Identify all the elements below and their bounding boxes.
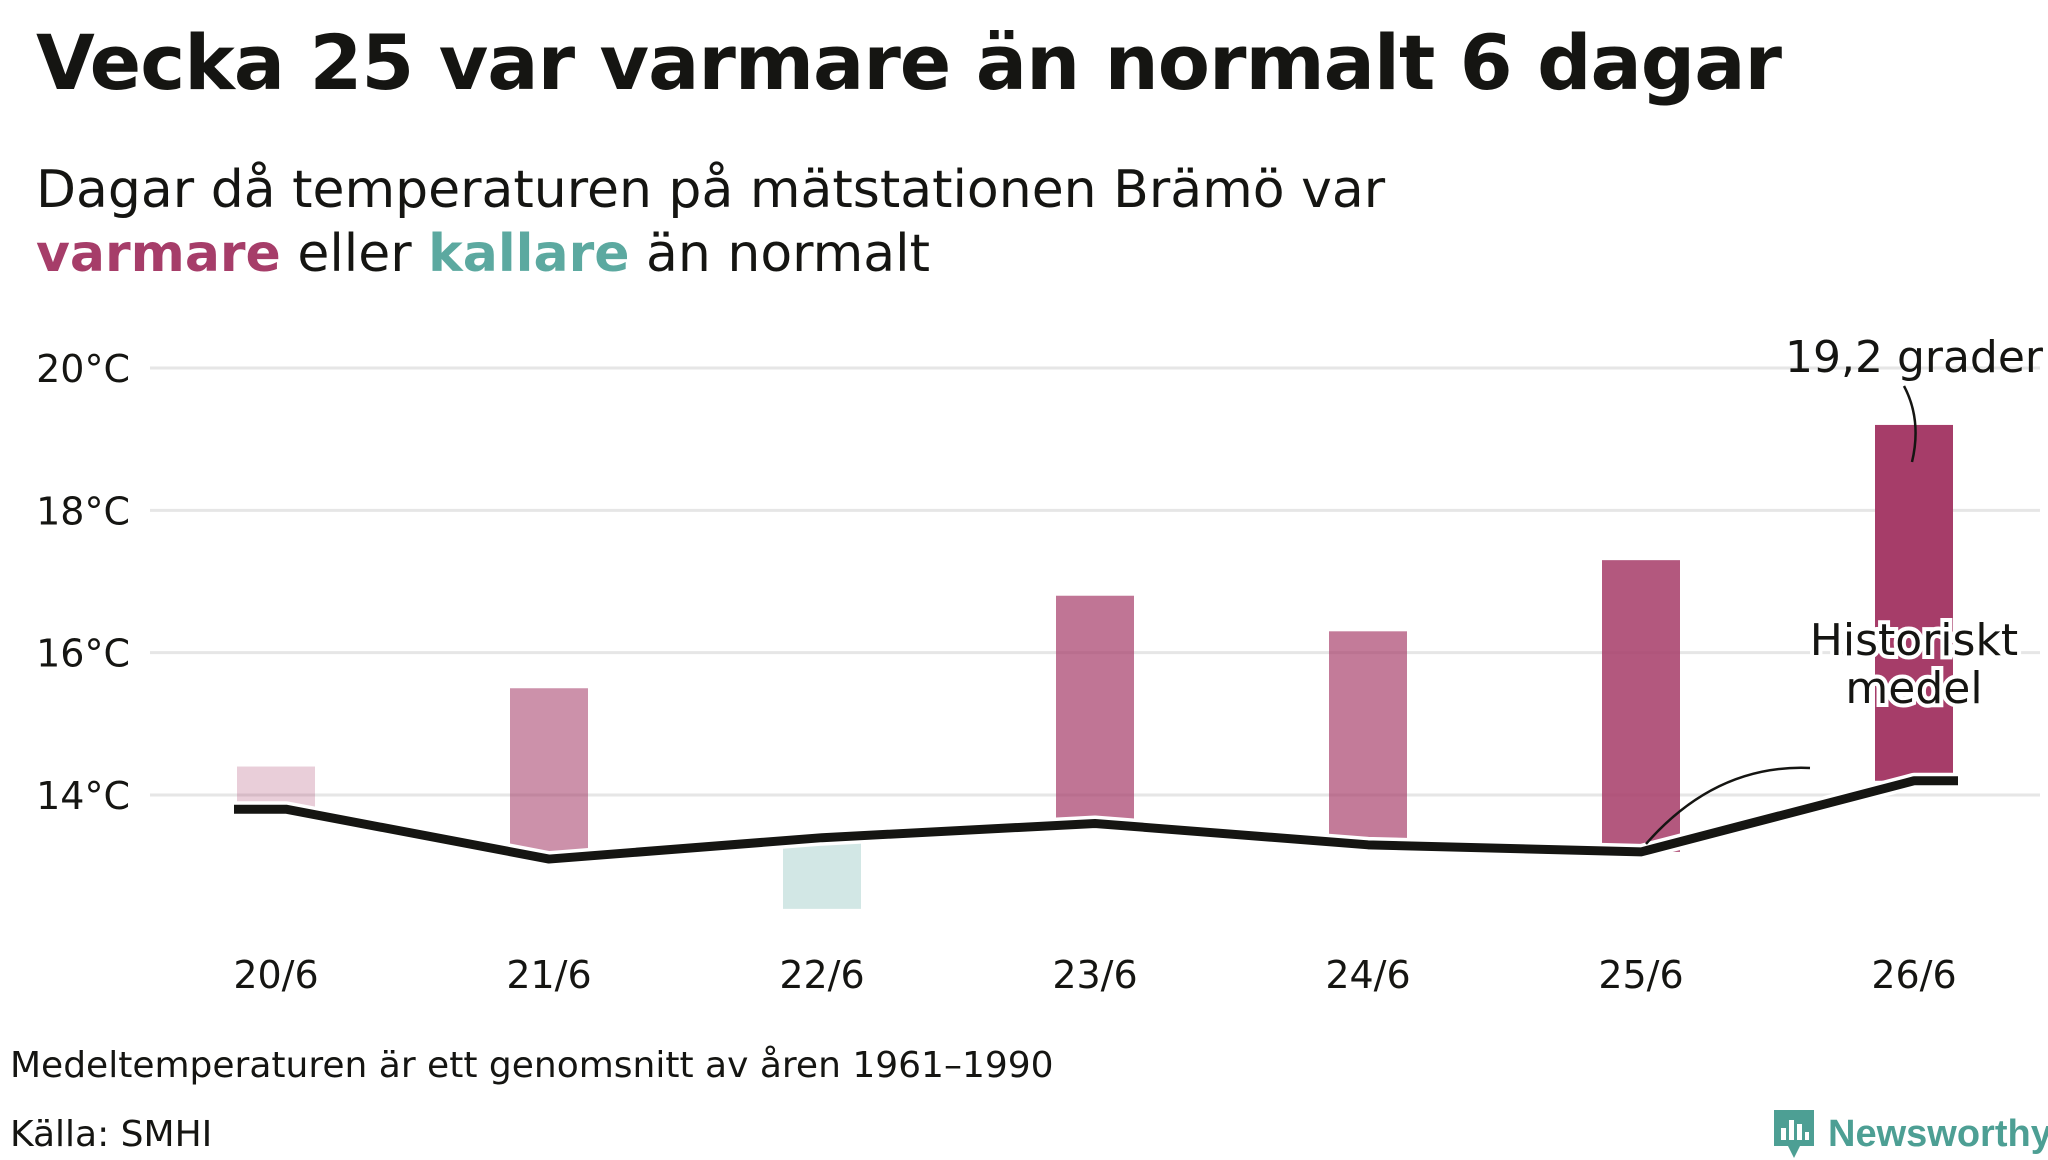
legend-warm-word: varmare: [36, 224, 281, 284]
x-axis-ticks: 20/6 21/6 22/6 23/6 24/6 25/6 26/6: [233, 953, 1956, 997]
y-tick-label: 14°C: [36, 774, 130, 818]
y-tick-label: 16°C: [36, 632, 130, 676]
subtitle-mid-text: eller: [280, 224, 429, 284]
max-value-leader: [1902, 385, 1917, 463]
bar-warm: [1056, 595, 1134, 824]
mean-label-leader: [1645, 766, 1811, 845]
subtitle-line-2: varmare eller kallare än normalt: [36, 222, 1385, 286]
x-tick-label: 25/6: [1598, 953, 1683, 997]
x-tick-label: 21/6: [506, 953, 591, 997]
mean-label-line-1: Historiskt: [1810, 615, 2018, 666]
subtitle-end-text: än normalt: [629, 224, 930, 284]
subtitle-line-1: Dagar då temperaturen på mätstationen Br…: [36, 160, 1386, 220]
source-note: Källa: SMHI: [10, 1114, 213, 1155]
bar-cold: [783, 837, 861, 909]
mean-label-line-2: medel: [1845, 663, 1982, 714]
newsworthy-logo-icon: [1774, 1110, 1814, 1158]
mean-line-group: [234, 772, 1958, 868]
mean-line: [234, 776, 1958, 864]
x-tick-label: 23/6: [1052, 953, 1137, 997]
x-tick-label: 22/6: [779, 953, 864, 997]
y-tick-label: 18°C: [36, 489, 130, 533]
x-tick-label: 24/6: [1325, 953, 1410, 997]
bar-warm: [1602, 560, 1680, 852]
bar-warm: [1329, 631, 1407, 845]
x-tick-label: 26/6: [1871, 953, 1956, 997]
chart-subtitle: Dagar då temperaturen på mätstationen Br…: [36, 158, 1385, 286]
footnote: Medeltemperaturen är ett genomsnitt av å…: [10, 1045, 1054, 1086]
max-value-annotation: 19,2 grader: [1785, 332, 2044, 383]
legend-cold-word: kallare: [428, 224, 630, 284]
y-tick-label: 20°C: [36, 347, 130, 391]
y-axis-ticks: 20°C 18°C 16°C 14°C: [36, 347, 130, 818]
bars: [237, 424, 1953, 909]
brand-logo[interactable]: Newsworthy: [1772, 1108, 2048, 1160]
x-tick-label: 20/6: [233, 953, 318, 997]
bar-warm: [510, 688, 588, 860]
bar-warm: [1875, 424, 1953, 781]
brand-name: Newsworthy: [1828, 1112, 2048, 1155]
chart-title: Vecka 25 var varmare än normalt 6 dagar: [36, 18, 1782, 107]
